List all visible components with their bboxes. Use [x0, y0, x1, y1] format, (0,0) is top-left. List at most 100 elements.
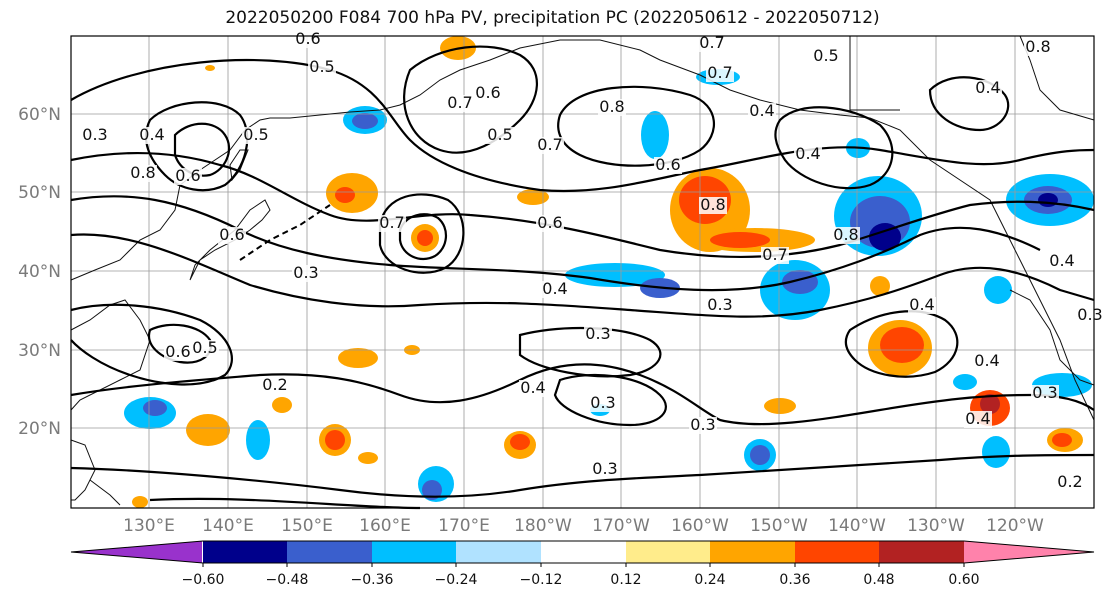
contour-label: 0.5	[487, 125, 512, 144]
lon-label: 160°E	[359, 516, 411, 536]
colorbar-tick-label: 0.24	[694, 572, 725, 588]
contour-label: 0.5	[192, 338, 217, 357]
contour-label: 0.7	[762, 245, 787, 264]
contour-label-background	[541, 281, 569, 298]
lon-label: 170°E	[438, 516, 490, 536]
lat-label: 30°N	[18, 341, 61, 361]
colorbar-segment	[287, 541, 372, 563]
colorbar-segment	[710, 541, 795, 563]
contour-label: 0.2	[1057, 472, 1082, 491]
contour-label: 0.3	[690, 415, 715, 434]
contour-label-background	[292, 265, 320, 282]
contour-label-background	[81, 127, 109, 144]
contour-label: 0.6	[219, 225, 244, 244]
colorbar	[70, 540, 1095, 567]
contour-label: 0.3	[592, 459, 617, 478]
contour-label-background	[378, 215, 406, 232]
contour-label: 0.7	[379, 213, 404, 232]
contour-label-background	[242, 127, 270, 144]
lon-label: 160°W	[671, 516, 729, 536]
lon-label: 120°W	[986, 516, 1044, 536]
contour-label-background	[974, 80, 1002, 97]
contour-label: 0.6	[165, 342, 190, 361]
contour-label: 0.6	[295, 29, 320, 48]
contour-label-background	[706, 65, 734, 82]
contour-label: 0.5	[309, 57, 334, 76]
contour-label-background	[584, 326, 612, 343]
contour-label-background	[1056, 474, 1084, 491]
colorbar-segment	[541, 541, 626, 563]
lat-label: 60°N	[18, 105, 61, 125]
contour-label-background	[308, 59, 336, 76]
longitude-axis: 130°E 140°E 150°E 160°E 170°E 180°W 170°…	[123, 516, 1044, 536]
contour-label-background	[174, 168, 202, 185]
contour-label: 0.7	[699, 33, 724, 52]
contour-label-background	[129, 165, 157, 182]
contour-label: 0.7	[707, 63, 732, 82]
contour-label-background	[294, 31, 322, 48]
colorbar-segment	[203, 541, 287, 563]
contour-label: 0.4	[749, 101, 774, 120]
colorbar-ticks: −0.60 −0.48 −0.36 −0.24 −0.12 0.12 0.24 …	[182, 572, 980, 588]
contour-label: 0.4	[909, 295, 934, 314]
contour-label-background	[589, 395, 617, 412]
contour-label-background	[519, 380, 547, 397]
contour-label-background	[138, 127, 166, 144]
colorbar-segment	[879, 541, 964, 563]
lon-label: 140°E	[202, 516, 254, 536]
colorbar-segment	[71, 541, 202, 563]
colorbar-segment	[795, 541, 879, 563]
colorbar-tick-label: 0.48	[863, 572, 894, 588]
colorbar-tick-label: 0.12	[610, 572, 641, 588]
lon-label: 180°W	[514, 516, 572, 536]
graticule	[71, 36, 1094, 508]
contour-label-background	[1048, 253, 1076, 270]
contour-label-background	[812, 48, 840, 65]
contour-label: 0.3	[707, 295, 732, 314]
dashed-contour	[239, 204, 331, 261]
contour-label: 0.3	[585, 324, 610, 343]
contour-label-background	[164, 344, 192, 361]
contour-label-background	[486, 127, 514, 144]
contour-label: 0.4	[975, 78, 1000, 97]
contour-label-background	[1024, 39, 1052, 56]
colorbar-tick-label: 0.60	[948, 572, 979, 588]
contour-label: 0.4	[139, 125, 164, 144]
contour-label-background	[654, 157, 682, 174]
contour-label: 0.5	[813, 46, 838, 65]
colorbar-segment	[626, 541, 710, 563]
colorbar-tick-label: 0.36	[779, 572, 810, 588]
contour-label: 0.2	[262, 375, 287, 394]
map-title: 2022050200 F084 700 hPa PV, precipitatio…	[225, 8, 880, 28]
lat-label: 50°N	[18, 183, 61, 203]
lon-label: 150°W	[750, 516, 808, 536]
contour-label: 0.3	[1077, 305, 1102, 324]
contour-label-background	[536, 215, 564, 232]
contour-label-background	[191, 340, 219, 357]
contour-label: 0.4	[542, 279, 567, 298]
contour-label-background	[964, 411, 992, 428]
contour-label-background	[832, 227, 860, 244]
colorbar-tick-label: −0.60	[182, 572, 225, 588]
contour-label-background	[598, 99, 626, 116]
lat-label: 20°N	[18, 419, 61, 439]
contour-label-background	[706, 297, 734, 314]
lat-label: 40°N	[18, 262, 61, 282]
contour-label-background	[536, 137, 564, 154]
contour-label: 0.6	[475, 83, 500, 102]
contour-label: 0.8	[130, 163, 155, 182]
contour-labels: 0.60.50.70.60.50.70.80.70.50.70.80.40.3 0…	[81, 29, 1104, 491]
colorbar-tick-label: −0.36	[351, 572, 394, 588]
lon-label: 140°W	[828, 516, 886, 536]
contour-label-background	[261, 377, 289, 394]
contour-label-background	[794, 146, 822, 163]
contour-label: 0.8	[599, 97, 624, 116]
contour-label: 0.6	[537, 213, 562, 232]
lon-label: 130°E	[123, 516, 175, 536]
latitude-axis: 60°N 50°N 40°N 30°N 20°N	[18, 105, 61, 439]
contour-label-background	[446, 95, 474, 112]
contour-label: 0.4	[795, 144, 820, 163]
contour-label-background	[218, 227, 246, 244]
colorbar-segment	[456, 541, 541, 563]
